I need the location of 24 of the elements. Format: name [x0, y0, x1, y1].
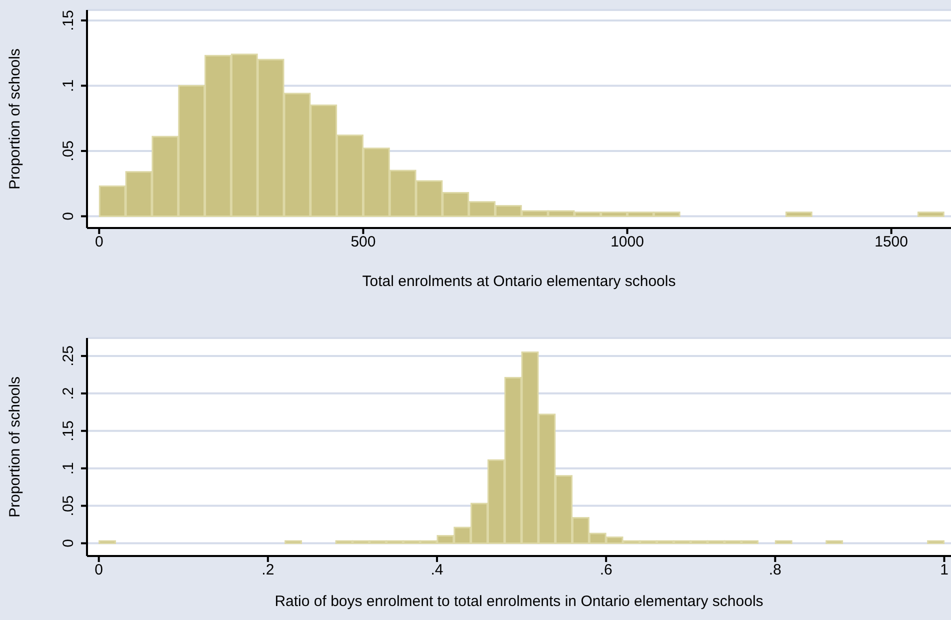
x-tick-label: 0 [94, 562, 104, 579]
y-tick-label: 0 [60, 539, 77, 548]
x-tick-label: 0 [94, 234, 104, 251]
y-tick-label: .25 [60, 346, 77, 366]
y-tick-label: .05 [60, 495, 77, 516]
y-tick-label: .15 [60, 10, 77, 31]
x-tick-label: 1000 [610, 234, 644, 251]
x-axis-title: Total enrolments at Ontario elementary schools [362, 273, 676, 290]
y-axis-title: Proportion of schools [6, 376, 24, 518]
y-tick-label: .05 [60, 140, 77, 162]
x-axis-title: Ratio of boys enrolment to total enrolments in Ontario elementary schools [274, 593, 764, 610]
x-tick-label: .6 [600, 562, 612, 579]
x-tick-label: .4 [430, 562, 444, 579]
y-tick-label: .15 [60, 420, 77, 442]
y-tick-label: .1 [60, 462, 77, 475]
x-tick-label: 500 [350, 234, 376, 251]
x-tick-label: .2 [262, 562, 274, 579]
x-tick-label: .8 [768, 562, 782, 579]
x-tick-label: 1500 [874, 234, 908, 251]
y-tick-label: 0 [60, 212, 77, 220]
y-axis-title: Proportion of schools [6, 48, 24, 190]
x-tick-label: 1 [940, 562, 948, 579]
y-tick-label: .1 [60, 79, 77, 92]
y-tick-label: .2 [60, 387, 77, 400]
